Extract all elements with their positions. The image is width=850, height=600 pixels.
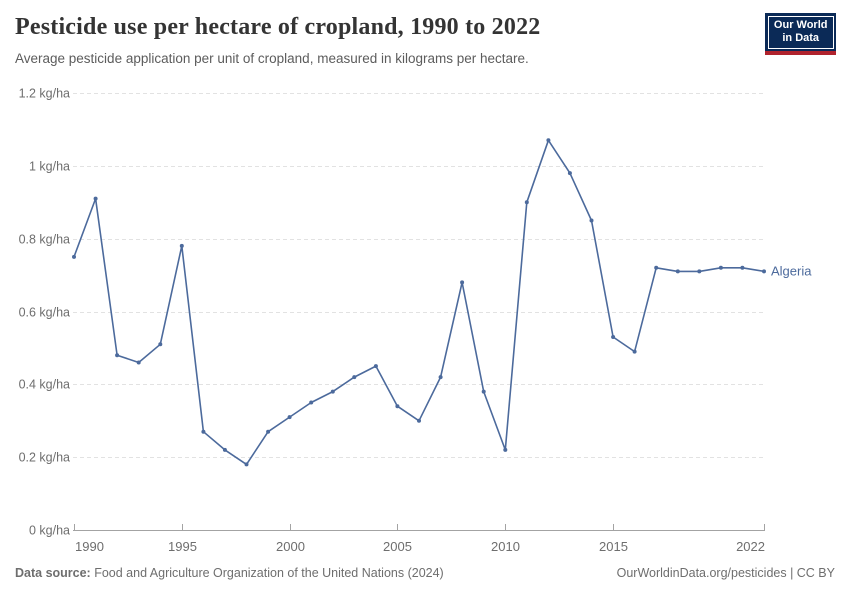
data-point [762, 269, 766, 274]
data-point [330, 389, 335, 394]
owid-logo: Our World in Data [765, 13, 836, 55]
data-point [395, 404, 400, 409]
y-axis-tick-label: 1.2 kg/ha [19, 87, 70, 101]
data-point [589, 218, 594, 223]
x-axis-tick-label: 2010 [491, 539, 520, 554]
x-axis-tick-label: 2005 [383, 539, 412, 554]
x-axis-tick-label: 2022 [736, 539, 765, 554]
data-point [201, 429, 206, 434]
chart-footer: Data source: Food and Agriculture Organi… [15, 566, 835, 580]
data-source-text: Food and Agriculture Organization of the… [90, 566, 444, 580]
data-point [438, 375, 443, 380]
page-title: Pesticide use per hectare of cropland, 1… [15, 14, 541, 40]
data-point [460, 280, 465, 285]
owid-logo-frame: Our World in Data [767, 15, 834, 49]
data-point [158, 342, 163, 347]
y-axis-tick-label: 1 kg/ha [29, 160, 70, 174]
y-axis-tick-label: 0.6 kg/ha [19, 306, 70, 320]
data-point [179, 243, 184, 248]
data-point [352, 375, 357, 380]
x-axis-tick-label: 2000 [276, 539, 305, 554]
data-point [244, 462, 249, 467]
x-axis-tick-label: 2015 [599, 539, 628, 554]
x-axis-tick-label: 1990 [75, 539, 104, 554]
data-point [373, 364, 378, 369]
y-axis-tick-label: 0.8 kg/ha [19, 233, 70, 247]
data-point [136, 360, 141, 365]
data-source-label: Data source: [15, 566, 91, 580]
series-label-algeria: Algeria [771, 264, 812, 279]
data-point [417, 418, 421, 423]
data-point [266, 429, 271, 434]
owid-credit: OurWorldinData.org/pesticides | CC BY [616, 566, 835, 580]
owid-logo-text-line1: Our World [773, 18, 828, 31]
algeria-line [73, 139, 765, 466]
data-point [503, 447, 508, 452]
data-point [546, 138, 551, 143]
owid-logo-text-line2: in Data [782, 31, 820, 44]
data-point [93, 196, 98, 201]
data-point [632, 349, 637, 354]
data-point [567, 171, 572, 176]
data-point [481, 389, 486, 394]
data-point [740, 265, 745, 270]
data-point [675, 269, 680, 274]
data-source: Data source: Food and Agriculture Organi… [15, 566, 444, 580]
data-point [115, 353, 120, 358]
data-point [718, 265, 723, 270]
data-point [287, 415, 292, 420]
data-point [309, 400, 314, 405]
y-axis-tick-label: 0.2 kg/ha [19, 451, 70, 465]
data-point [72, 254, 76, 259]
data-point [697, 269, 702, 274]
y-axis-tick-label: 0 kg/ha [29, 524, 70, 538]
data-point [654, 265, 659, 270]
data-point [524, 200, 529, 205]
y-axis-tick-label: 0.4 kg/ha [19, 378, 70, 392]
data-point [222, 447, 227, 452]
chart-subtitle: Average pesticide application per unit o… [15, 51, 529, 66]
data-point [611, 335, 616, 339]
x-axis-tick-label: 1995 [168, 539, 197, 554]
